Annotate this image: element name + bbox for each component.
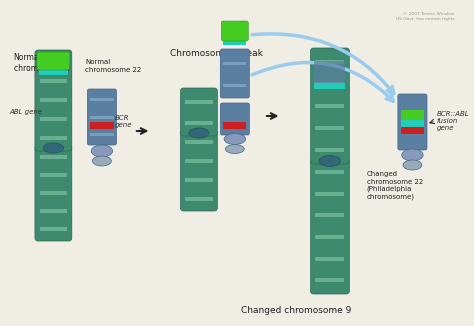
Bar [90,133,114,136]
Ellipse shape [43,143,64,153]
Bar [40,227,67,231]
FancyBboxPatch shape [181,130,218,211]
Bar [185,197,212,200]
Bar [185,178,212,182]
Bar [40,191,67,195]
Bar [40,173,67,177]
Bar [315,148,345,152]
Text: © 2007 Terese Winslow
US Govt. has certain rights: © 2007 Terese Winslow US Govt. has certa… [395,12,454,21]
Bar [223,122,246,129]
Text: BCR
gene: BCR gene [115,114,132,127]
FancyBboxPatch shape [221,21,248,41]
FancyBboxPatch shape [181,88,218,136]
Ellipse shape [224,134,246,144]
Ellipse shape [225,144,244,154]
Ellipse shape [403,160,422,170]
Ellipse shape [319,156,341,167]
Text: Changed
chromosome 22
(Philadelphia
chromosome): Changed chromosome 22 (Philadelphia chro… [367,171,423,200]
Bar [223,39,246,45]
Text: ABL gene: ABL gene [9,109,43,115]
Bar [315,170,345,174]
Text: Chromosomes break: Chromosomes break [170,49,263,58]
Bar [223,84,246,87]
FancyBboxPatch shape [310,158,349,294]
Bar [315,126,345,130]
Bar [401,120,424,127]
Ellipse shape [401,149,423,161]
FancyBboxPatch shape [35,145,72,241]
Bar [185,159,212,163]
Ellipse shape [92,156,111,166]
Bar [40,98,67,102]
Bar [40,80,67,83]
FancyBboxPatch shape [220,103,249,135]
Bar [185,140,212,144]
Bar [90,98,114,101]
Bar [401,110,424,120]
Bar [40,136,67,141]
Ellipse shape [189,128,209,138]
Bar [90,122,114,129]
FancyBboxPatch shape [398,94,427,150]
Bar [315,104,345,108]
Bar [315,82,345,86]
Bar [315,192,345,196]
Bar [90,116,114,119]
FancyBboxPatch shape [35,50,72,151]
Bar [40,60,67,65]
Bar [223,62,246,65]
FancyBboxPatch shape [220,49,249,98]
FancyBboxPatch shape [37,52,70,70]
Text: BCR::ABL
fusion
gene: BCR::ABL fusion gene [437,111,469,131]
Bar [40,155,67,159]
Ellipse shape [91,145,113,157]
Bar [315,60,345,64]
Bar [185,100,212,104]
Bar [40,209,67,213]
Bar [40,117,67,121]
FancyBboxPatch shape [87,89,117,145]
Bar [185,121,212,125]
Text: Normal
chromosome 22: Normal chromosome 22 [85,60,142,73]
Bar [314,83,346,89]
Bar [315,213,345,217]
Bar [39,68,68,75]
Bar [315,257,345,261]
Bar [315,235,345,239]
Text: Changed chromosome 9: Changed chromosome 9 [241,306,351,315]
Bar [315,278,345,282]
FancyBboxPatch shape [310,48,349,164]
Bar [401,127,424,134]
Text: Normal
chromosome 9: Normal chromosome 9 [14,53,70,73]
Bar [314,61,346,83]
